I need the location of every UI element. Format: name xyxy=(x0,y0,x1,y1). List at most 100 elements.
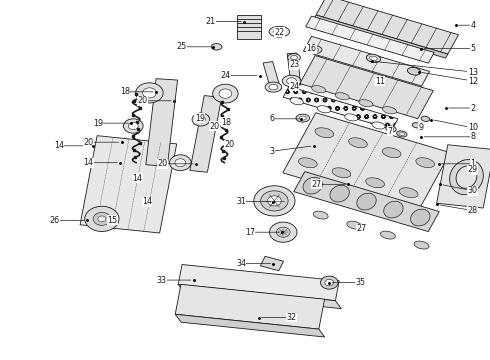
Circle shape xyxy=(270,222,297,242)
Text: 14: 14 xyxy=(54,141,64,150)
Circle shape xyxy=(98,216,106,222)
Text: 23: 23 xyxy=(289,60,299,69)
Ellipse shape xyxy=(414,241,429,249)
Ellipse shape xyxy=(303,177,322,194)
Text: 19: 19 xyxy=(93,119,103,128)
Ellipse shape xyxy=(411,209,430,226)
Text: 2: 2 xyxy=(470,104,475,113)
Circle shape xyxy=(192,113,210,126)
Ellipse shape xyxy=(407,67,421,75)
Ellipse shape xyxy=(335,93,349,100)
Text: 5: 5 xyxy=(470,44,475,53)
Ellipse shape xyxy=(386,126,396,132)
Ellipse shape xyxy=(315,128,334,138)
Ellipse shape xyxy=(288,54,300,62)
Text: 20: 20 xyxy=(83,138,93,147)
Ellipse shape xyxy=(383,107,396,114)
Ellipse shape xyxy=(313,211,328,219)
Circle shape xyxy=(276,227,290,237)
Text: 20: 20 xyxy=(210,122,220,131)
Polygon shape xyxy=(316,0,459,54)
Circle shape xyxy=(254,186,295,216)
Ellipse shape xyxy=(330,185,349,202)
Circle shape xyxy=(85,206,119,231)
Text: 8: 8 xyxy=(470,132,475,141)
Circle shape xyxy=(325,279,334,286)
Ellipse shape xyxy=(396,131,407,137)
Ellipse shape xyxy=(372,122,385,129)
Ellipse shape xyxy=(388,127,394,130)
Polygon shape xyxy=(314,15,448,58)
Ellipse shape xyxy=(318,106,331,113)
Text: 10: 10 xyxy=(468,123,478,132)
Text: 4: 4 xyxy=(470,21,475,30)
Text: 27: 27 xyxy=(357,224,367,233)
Text: 16: 16 xyxy=(306,44,316,53)
Polygon shape xyxy=(260,256,284,271)
Ellipse shape xyxy=(299,116,306,120)
Ellipse shape xyxy=(357,193,376,210)
Text: 6: 6 xyxy=(270,114,274,123)
Text: 32: 32 xyxy=(287,313,296,322)
Ellipse shape xyxy=(450,159,483,195)
Circle shape xyxy=(268,196,281,206)
Ellipse shape xyxy=(287,78,296,84)
Ellipse shape xyxy=(274,29,285,35)
Text: 26: 26 xyxy=(50,216,60,225)
Text: 25: 25 xyxy=(176,42,186,51)
Circle shape xyxy=(320,276,338,289)
Text: 19: 19 xyxy=(195,114,205,122)
Circle shape xyxy=(128,122,138,130)
Polygon shape xyxy=(283,86,398,130)
Text: 3: 3 xyxy=(270,147,274,156)
Text: 29: 29 xyxy=(468,166,478,175)
Ellipse shape xyxy=(291,55,297,60)
Polygon shape xyxy=(300,55,433,119)
Text: 18: 18 xyxy=(120,87,130,96)
Polygon shape xyxy=(190,96,221,172)
Text: 33: 33 xyxy=(157,276,167,284)
Text: 22: 22 xyxy=(274,28,284,37)
Polygon shape xyxy=(178,284,342,309)
Ellipse shape xyxy=(211,44,222,50)
Ellipse shape xyxy=(307,46,322,54)
Circle shape xyxy=(213,84,238,103)
Ellipse shape xyxy=(290,98,303,105)
Text: 12: 12 xyxy=(468,77,478,86)
Text: 35: 35 xyxy=(355,278,365,287)
Text: 7: 7 xyxy=(387,127,392,136)
Ellipse shape xyxy=(282,75,301,87)
Text: 11: 11 xyxy=(375,77,385,86)
Ellipse shape xyxy=(298,158,317,168)
Polygon shape xyxy=(146,79,177,166)
Text: 9: 9 xyxy=(419,123,424,132)
Ellipse shape xyxy=(384,201,403,218)
Text: 18: 18 xyxy=(221,118,231,127)
Text: 27: 27 xyxy=(311,180,321,189)
Polygon shape xyxy=(294,172,439,231)
Ellipse shape xyxy=(296,114,310,122)
Ellipse shape xyxy=(265,82,282,92)
Polygon shape xyxy=(80,136,177,233)
Circle shape xyxy=(196,116,205,123)
Text: 14: 14 xyxy=(132,174,142,183)
Text: 20: 20 xyxy=(158,159,168,168)
Circle shape xyxy=(170,155,191,171)
Text: 34: 34 xyxy=(236,259,246,268)
Ellipse shape xyxy=(347,221,362,229)
Text: 15: 15 xyxy=(108,216,118,225)
Circle shape xyxy=(123,119,143,133)
Ellipse shape xyxy=(399,188,418,198)
Ellipse shape xyxy=(416,158,435,168)
Text: 17: 17 xyxy=(245,228,255,237)
Polygon shape xyxy=(175,314,325,337)
Text: 14: 14 xyxy=(83,158,93,167)
Text: 30: 30 xyxy=(468,186,478,195)
Ellipse shape xyxy=(421,116,430,121)
Ellipse shape xyxy=(369,56,377,60)
Text: 31: 31 xyxy=(236,197,246,206)
Text: 1: 1 xyxy=(470,159,475,168)
Ellipse shape xyxy=(359,100,373,107)
Text: 20: 20 xyxy=(137,96,147,105)
Ellipse shape xyxy=(412,123,421,128)
